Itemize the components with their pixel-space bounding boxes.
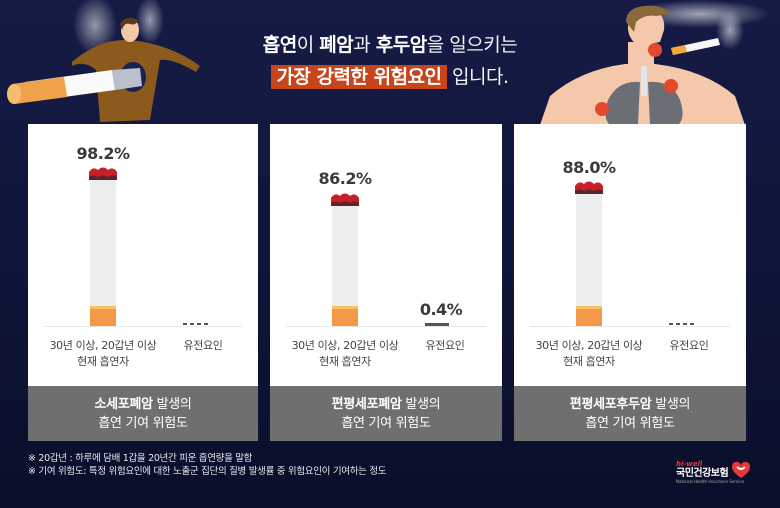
caption-subtitle: 흡연 기여 위험도 (98, 416, 188, 431)
headline-line1: 흡연이 폐암과 후두암을 일으키는 (0, 32, 780, 58)
footnote-pack-years: ※ 20갑년 : 하루에 담배 1갑을 20년간 피운 흡연량을 말함 (28, 453, 253, 464)
headline-text: 과 (353, 34, 376, 56)
headline-lung-cancer: 폐암 (319, 34, 354, 56)
chart-area: 98.2% 30년 이상, 20갑년 이상 현재 흡연자 유전요인 (28, 124, 258, 386)
category-label-line1: 30년 이상, 20갑년 이상 (291, 339, 399, 352)
lungs-illustration-right (540, 0, 780, 125)
disease-name: 편평세포후두암 (569, 397, 652, 412)
headline-highlight: 가장 강력한 위험요인 (271, 65, 447, 89)
genetic-value-label: 0.4% (419, 300, 463, 319)
ember-icon (89, 167, 117, 180)
smoker-illustration-left (0, 0, 220, 125)
chart-panel-small-cell-lung: 98.2% 30년 이상, 20갑년 이상 현재 흡연자 유전요인 소세포폐암 … (28, 124, 258, 441)
logo-name: 국민건강보험 (676, 468, 729, 479)
logo-english: National Health Insurance Service (676, 479, 745, 484)
headline-text: 이 (296, 34, 320, 56)
cigarette-filter (576, 306, 602, 326)
ember-icon (331, 193, 359, 206)
headline-line2: 가장 강력한 위험요인 입니다. (0, 64, 780, 90)
category-label-smoker: 30년 이상, 20갑년 이상 현재 흡연자 (38, 338, 168, 370)
cigarette-bar-smoker (331, 193, 359, 326)
headline: 흡연이 폐암과 후두암을 일으키는 가장 강력한 위험요인 입니다. (0, 32, 780, 90)
chart-panel-squamous-larynx: 88.0% 30년 이상, 20갑년 이상 현재 흡연자 유전요인 편평세포후두… (514, 124, 746, 441)
panel-caption: 편평세포후두암 발생의 흡연 기여 위험도 (514, 386, 746, 441)
chart-area: 86.2% 0.4% 30년 이상, 20갑년 이상 현재 흡연자 유전요인 (270, 124, 502, 386)
headline-laryngeal-cancer: 후두암 (375, 34, 427, 56)
chart-area: 88.0% 30년 이상, 20갑년 이상 현재 흡연자 유전요인 (514, 124, 746, 386)
footnote-attributable-risk: ※ 기여 위험도: 특정 위험요인에 대한 노출군 집단의 질병 발생률 중 위… (28, 466, 387, 477)
chart-baseline (530, 326, 730, 327)
panel-caption: 편평세포폐암 발생의 흡연 기여 위험도 (270, 386, 502, 441)
caption-text: 발생의 (651, 397, 691, 412)
category-label-line2: 현재 흡연자 (563, 355, 615, 368)
disease-name: 편평세포폐암 (331, 397, 402, 412)
logo-tagline: hi-well (676, 460, 703, 468)
headline-text: 입니다. (446, 66, 509, 88)
caption-subtitle: 흡연 기여 위험도 (341, 416, 431, 431)
nhis-logo: hi-well 국민건강보험 National Health Insurance… (676, 460, 756, 496)
chart-panel-squamous-lung: 86.2% 0.4% 30년 이상, 20갑년 이상 현재 흡연자 유전요인 편… (270, 124, 502, 441)
headline-smoking: 흡연 (262, 34, 297, 56)
category-label-line1: 30년 이상, 20갑년 이상 (49, 339, 157, 352)
category-label-line1: 30년 이상, 20갑년 이상 (535, 339, 643, 352)
cigarette-filter (332, 306, 358, 326)
headline-text: 을 일으키는 (426, 34, 518, 56)
smoker-value-label: 98.2% (76, 144, 130, 163)
category-label-genetic: 유전요인 (183, 339, 223, 352)
category-label-line2: 현재 흡연자 (319, 355, 371, 368)
category-label-smoker: 30년 이상, 20갑년 이상 현재 흡연자 (524, 338, 654, 370)
panel-caption: 소세포폐암 발생의 흡연 기여 위험도 (28, 386, 258, 441)
heart-logo-icon (731, 461, 750, 478)
category-label-smoker: 30년 이상, 20갑년 이상 현재 흡연자 (280, 338, 410, 370)
disease-name: 소세포폐암 (94, 397, 153, 412)
smoker-value-label: 88.0% (562, 158, 616, 177)
genetic-value-dashes (183, 323, 211, 326)
caption-text: 발생의 (401, 397, 441, 412)
caption-text: 발생의 (152, 397, 192, 412)
ember-icon (575, 181, 603, 194)
genetic-bar (425, 323, 449, 326)
cigarette-bar-smoker (89, 167, 117, 326)
chart-baseline (286, 326, 486, 327)
chart-baseline (44, 326, 242, 327)
category-label-line2: 현재 흡연자 (77, 355, 129, 368)
category-label-genetic: 유전요인 (425, 339, 465, 352)
caption-subtitle: 흡연 기여 위험도 (585, 416, 675, 431)
genetic-value-dashes (669, 323, 697, 326)
category-label-genetic: 유전요인 (669, 339, 709, 352)
cigarette-bar-smoker (575, 181, 603, 326)
cigarette-filter (90, 306, 116, 326)
footnotes: ※ 20갑년 : 하루에 담배 1갑을 20년간 피운 흡연량을 말함 ※ 기여… (28, 452, 387, 478)
smoker-value-label: 86.2% (318, 169, 372, 188)
